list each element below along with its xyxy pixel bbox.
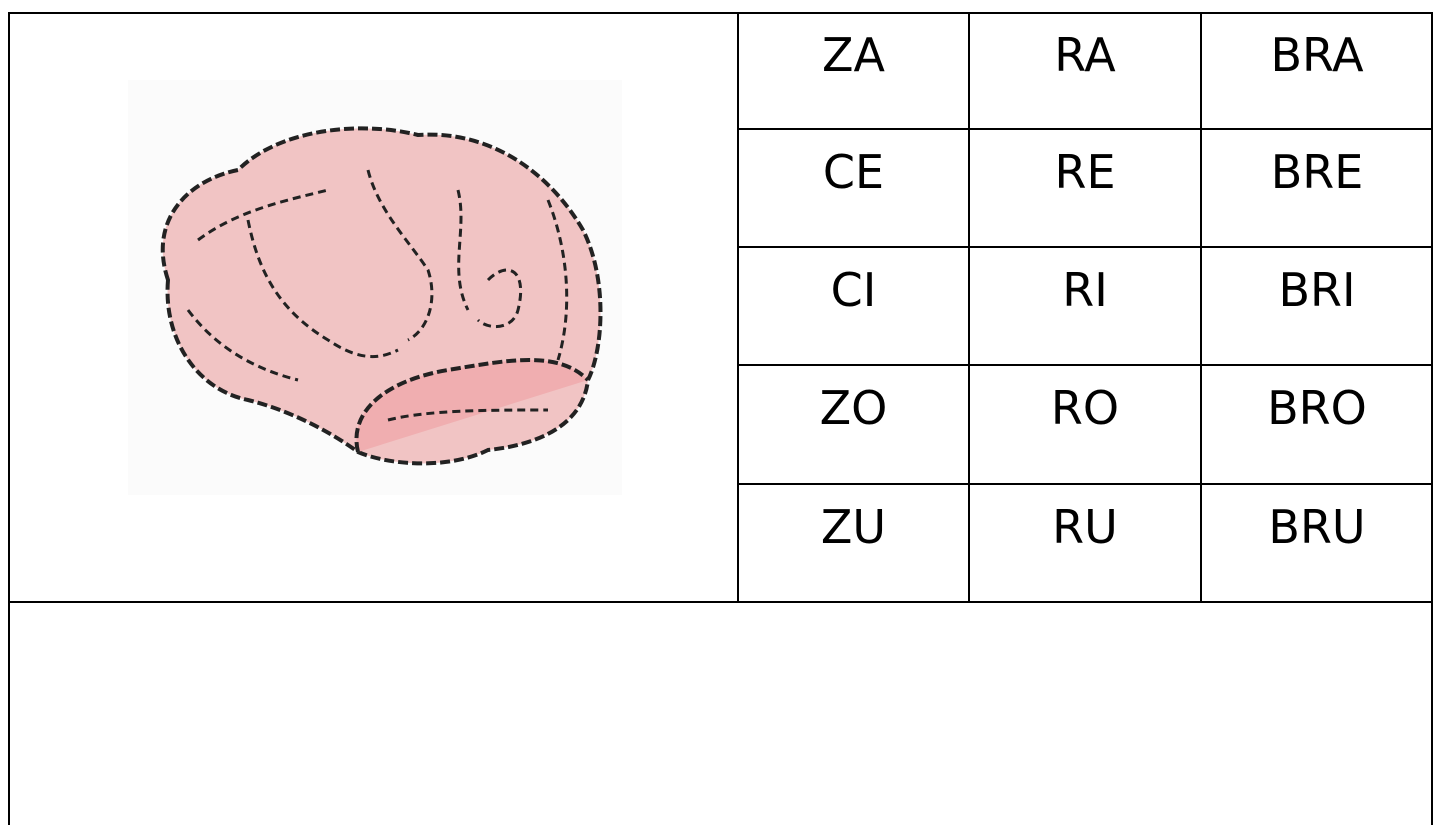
syllable: BRI <box>1278 263 1356 317</box>
syllable: CI <box>830 263 877 317</box>
border <box>8 601 1433 603</box>
syllable: RU <box>1052 500 1118 554</box>
border <box>737 12 739 602</box>
border <box>1431 12 1433 825</box>
border <box>8 12 10 825</box>
syllable: BRO <box>1267 381 1367 435</box>
syllable: BRU <box>1268 500 1366 554</box>
syllable: RI <box>1062 263 1108 317</box>
border <box>968 12 970 602</box>
border <box>737 364 1433 366</box>
syllable: RE <box>1054 145 1116 199</box>
border <box>1200 12 1202 602</box>
brain-image <box>128 80 622 495</box>
border <box>737 483 1433 485</box>
syllable: RO <box>1050 381 1120 435</box>
border <box>8 12 1433 14</box>
border <box>737 246 1433 248</box>
syllable: BRE <box>1270 145 1364 199</box>
border <box>737 128 1433 130</box>
syllable: BRA <box>1270 28 1364 82</box>
syllable: ZA <box>822 28 885 82</box>
syllable: ZU <box>820 500 887 554</box>
syllable: CE <box>822 145 885 199</box>
syllable: RA <box>1054 28 1116 82</box>
syllable: ZO <box>819 381 888 435</box>
